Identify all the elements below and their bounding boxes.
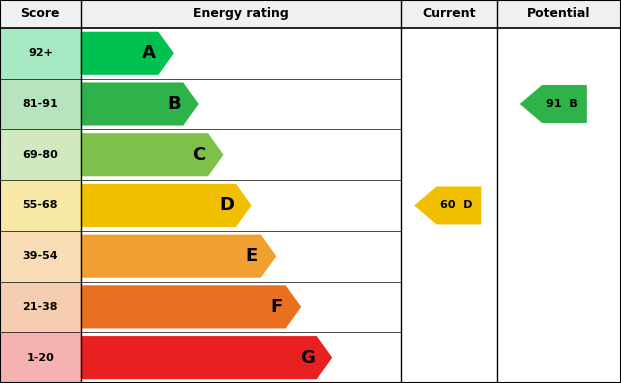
Polygon shape bbox=[81, 285, 301, 329]
Text: 55-68: 55-68 bbox=[22, 200, 58, 210]
Polygon shape bbox=[81, 82, 199, 126]
Text: 69-80: 69-80 bbox=[22, 150, 58, 160]
Polygon shape bbox=[520, 85, 587, 123]
Text: Current: Current bbox=[422, 7, 476, 20]
Text: C: C bbox=[192, 146, 206, 164]
FancyBboxPatch shape bbox=[0, 332, 81, 383]
Text: 81-91: 81-91 bbox=[22, 99, 58, 109]
Polygon shape bbox=[81, 235, 276, 278]
Text: A: A bbox=[142, 44, 156, 62]
FancyBboxPatch shape bbox=[0, 180, 81, 231]
Text: 92+: 92+ bbox=[28, 48, 53, 58]
Text: 21-38: 21-38 bbox=[22, 302, 58, 312]
Text: Score: Score bbox=[20, 7, 60, 20]
Polygon shape bbox=[81, 133, 224, 176]
Text: 1-20: 1-20 bbox=[27, 353, 54, 363]
Polygon shape bbox=[81, 184, 252, 227]
Polygon shape bbox=[414, 187, 481, 224]
Text: E: E bbox=[245, 247, 258, 265]
Text: G: G bbox=[300, 349, 315, 367]
Text: Potential: Potential bbox=[527, 7, 591, 20]
FancyBboxPatch shape bbox=[0, 282, 81, 332]
Text: 39-54: 39-54 bbox=[22, 251, 58, 261]
FancyBboxPatch shape bbox=[0, 0, 621, 28]
Polygon shape bbox=[81, 32, 174, 75]
FancyBboxPatch shape bbox=[0, 231, 81, 282]
Text: 60  D: 60 D bbox=[440, 200, 473, 210]
Polygon shape bbox=[81, 336, 332, 379]
Text: B: B bbox=[167, 95, 181, 113]
Text: D: D bbox=[219, 196, 234, 214]
FancyBboxPatch shape bbox=[0, 28, 81, 79]
Text: Energy rating: Energy rating bbox=[193, 7, 289, 20]
FancyBboxPatch shape bbox=[0, 129, 81, 180]
FancyBboxPatch shape bbox=[0, 79, 81, 129]
Text: F: F bbox=[270, 298, 283, 316]
Text: 91  B: 91 B bbox=[546, 99, 578, 109]
